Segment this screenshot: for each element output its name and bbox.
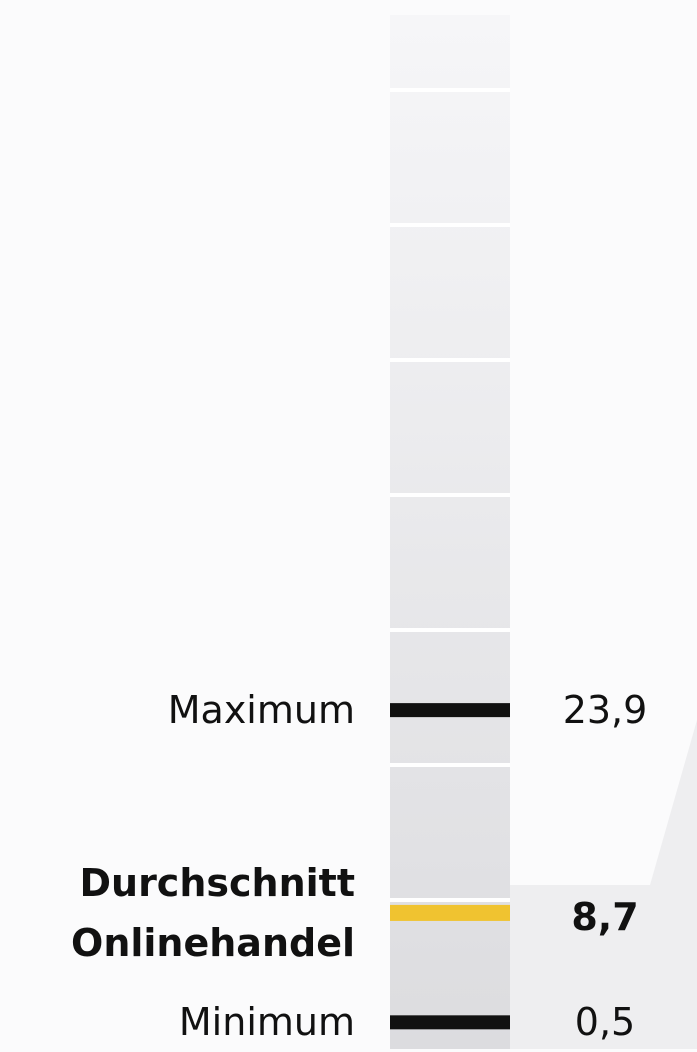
marker <box>390 904 510 921</box>
scale-column <box>390 15 510 1049</box>
marker-label: Durchschnitt Onlinehandel <box>71 860 355 965</box>
value-label: 23,9 <box>562 688 648 733</box>
shadow <box>510 720 697 1049</box>
separators <box>390 88 510 902</box>
marker-label: Maximum <box>167 688 355 733</box>
marker <box>390 1015 510 1030</box>
value-label: 8,7 <box>571 894 639 939</box>
value-label: 0,5 <box>574 1000 636 1045</box>
marker-label: Minimum <box>178 1000 355 1045</box>
marker <box>390 703 510 718</box>
